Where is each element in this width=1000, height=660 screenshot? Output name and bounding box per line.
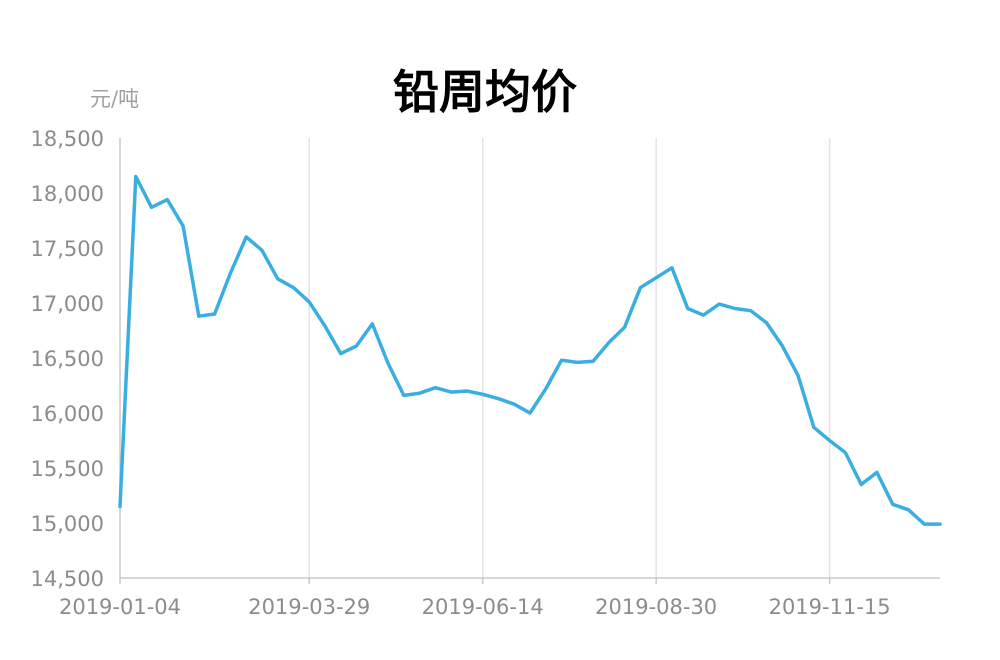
x-tick-label: 2019-11-15 [769, 595, 891, 619]
y-tick-label: 18,500 [31, 127, 104, 151]
x-tick-label: 2019-03-29 [248, 595, 370, 619]
x-tick-label: 2019-01-04 [59, 595, 181, 619]
y-axis-unit: 元/吨 [90, 87, 139, 111]
y-tick-label: 15,500 [31, 457, 104, 481]
series-line-lead-price [118, 174, 942, 526]
x-axis: 2019-01-04 2019-03-29 2019-06-14 2019-08-30… [59, 578, 891, 619]
y-tick-label: 18,000 [31, 182, 104, 206]
gridlines [308, 138, 831, 578]
y-tick-label: 17,500 [31, 237, 104, 261]
y-tick-label: 14,500 [31, 567, 104, 591]
y-axis: 14,500 15,000 15,500 16,000 16,500 17,000 17,5… [31, 127, 104, 591]
y-tick-label: 15,000 [31, 512, 104, 536]
x-tick-label: 2019-08-30 [595, 595, 717, 619]
y-tick-label: 16,000 [31, 402, 104, 426]
y-tick-label: 16,500 [31, 347, 104, 371]
x-tick-label: 2019-06-14 [422, 595, 544, 619]
y-tick-label: 17,000 [31, 292, 104, 316]
chart-title: 铅周均价 [393, 65, 577, 119]
